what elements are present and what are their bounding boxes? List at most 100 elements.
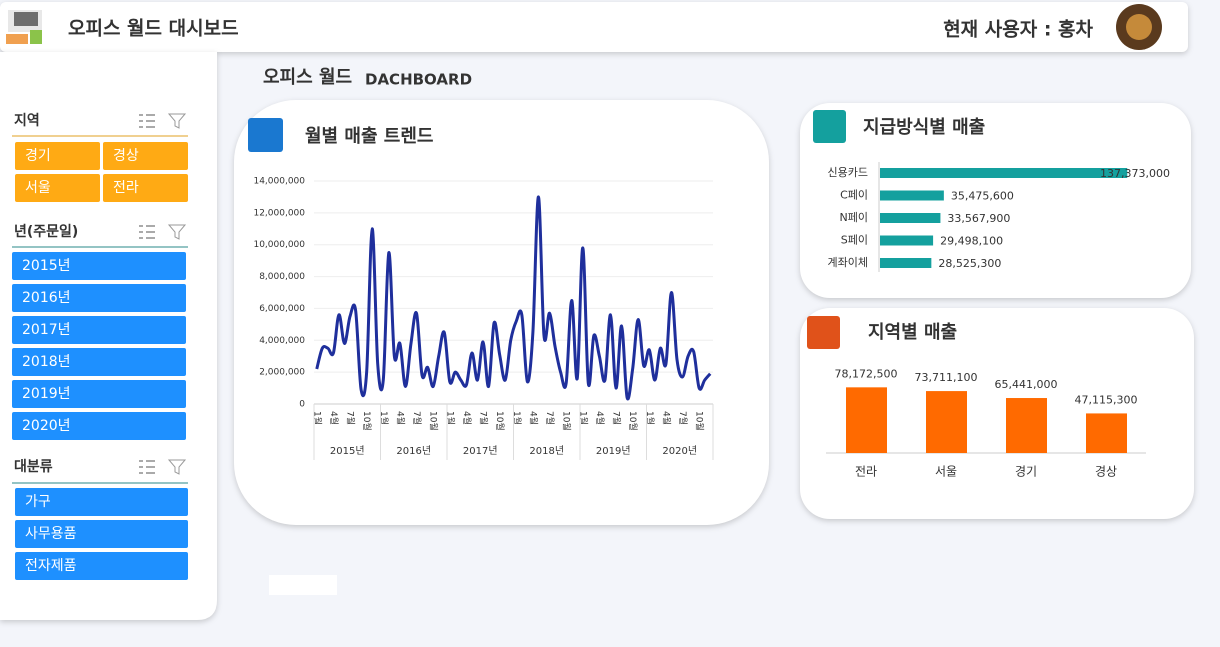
x-group-label: 2020년 [662, 445, 697, 457]
header-bar [0, 2, 1188, 52]
y-tick-label: S페이 [841, 234, 868, 247]
bar [880, 235, 934, 246]
header-title: 오피스 월드 대시보드 [68, 18, 239, 40]
x-tick-label: 4월 [461, 411, 473, 425]
slicer-item[interactable]: 2018년 [22, 354, 71, 370]
chart-title: 지역별 매출 [868, 322, 957, 343]
slicer-button[interactable] [103, 174, 188, 202]
y-tick-label: 0 [299, 400, 305, 410]
data-label: 137,373,000 [1100, 167, 1170, 180]
y-tick-label: 12,000,000 [253, 208, 305, 218]
x-tick-label: 1월 [378, 411, 390, 425]
x-tick-label: 7월 [478, 411, 490, 425]
x-group-label: 2017년 [463, 445, 498, 457]
x-tick-label: 1월 [311, 411, 323, 425]
slicer-button[interactable] [12, 380, 186, 408]
x-tick-label: 1월 [644, 411, 656, 425]
y-tick-label: N페이 [840, 211, 868, 224]
x-group-label: 2015년 [330, 445, 365, 457]
bar [1006, 398, 1047, 453]
bar [926, 391, 967, 453]
x-tick-label: 10월 [627, 411, 639, 431]
slicer-button[interactable] [15, 488, 188, 516]
x-tick-label: 7월 [544, 411, 556, 425]
region-card [800, 308, 1194, 519]
data-label: 78,172,500 [835, 367, 898, 380]
bar [846, 387, 887, 453]
slicer-item[interactable]: 경기 [25, 148, 51, 164]
x-tick-label: 경상 [1095, 465, 1117, 479]
slicer-item[interactable]: 가구 [25, 494, 51, 510]
y-tick-label: 4,000,000 [259, 336, 305, 346]
slicer-title: 지역 [14, 112, 40, 129]
x-tick-label: 1월 [577, 411, 589, 425]
payment-icon [813, 110, 846, 143]
slicer-item[interactable]: 서울 [25, 180, 51, 196]
slicer-item[interactable]: 2020년 [22, 418, 71, 434]
slicer-item[interactable]: 사무용품 [25, 526, 77, 542]
slicer-item[interactable]: 2016년 [22, 290, 71, 306]
data-label: 28,525,300 [938, 257, 1001, 270]
data-label: 29,498,100 [940, 235, 1003, 248]
x-group-label: 2016년 [396, 445, 431, 457]
data-label: 35,475,600 [951, 190, 1014, 203]
slicer-button[interactable] [15, 520, 188, 548]
multi-select-icon[interactable] [139, 114, 155, 128]
slicer-button[interactable] [15, 552, 188, 580]
x-tick-label: 10월 [494, 411, 506, 431]
x-group-label: 2019년 [596, 445, 631, 457]
data-label: 47,115,300 [1075, 393, 1138, 406]
bar [880, 190, 944, 201]
slicer-item[interactable]: 전라 [113, 180, 139, 196]
payment-card [800, 103, 1191, 298]
data-label: 73,711,100 [915, 371, 978, 384]
slicer-button[interactable] [12, 316, 186, 344]
slicer-item[interactable]: 2017년 [22, 322, 71, 338]
page-subtitle: DACHBOARD [365, 71, 472, 89]
slicer-item[interactable]: 전자제품 [25, 558, 77, 574]
x-group-label: 2018년 [529, 445, 564, 457]
x-tick-label: 4월 [394, 411, 406, 425]
x-tick-label: 7월 [345, 411, 357, 425]
x-tick-label: 7월 [611, 411, 623, 425]
clear-filter-icon[interactable] [167, 224, 187, 240]
slicer-button[interactable] [12, 412, 186, 440]
slicer-item[interactable]: 경상 [113, 148, 139, 164]
multi-select-icon[interactable] [139, 225, 155, 239]
multi-select-icon[interactable] [139, 460, 155, 474]
data-label: 65,441,000 [995, 378, 1058, 391]
slicer-button[interactable] [103, 142, 188, 170]
slicer-button[interactable] [12, 252, 186, 280]
y-tick-label: 2,000,000 [259, 368, 305, 378]
trend-card [234, 100, 769, 525]
bar [880, 258, 932, 268]
slicer-button[interactable] [12, 284, 186, 312]
bar [880, 168, 1128, 178]
bar [1086, 413, 1127, 453]
x-tick-label: 4월 [594, 411, 606, 425]
x-tick-label: 경기 [1015, 465, 1037, 479]
x-tick-label: 1월 [511, 411, 523, 425]
slicer-button[interactable] [15, 174, 100, 202]
current-user: 현재 사용자 : 홍차 [943, 18, 1093, 41]
slicer-button[interactable] [15, 142, 100, 170]
clear-filter-icon[interactable] [167, 113, 187, 129]
x-tick-label: 4월 [527, 411, 539, 425]
x-tick-label: 7월 [677, 411, 689, 425]
bar [880, 213, 941, 223]
logo-icon [6, 10, 42, 44]
slicer-button[interactable] [12, 348, 186, 376]
trend-icon [248, 118, 283, 152]
y-tick-label: 8,000,000 [259, 272, 305, 282]
chart-title: 월별 매출 트렌드 [305, 126, 433, 147]
x-tick-label: 4월 [328, 411, 340, 425]
y-tick-label: 계좌이체 [828, 256, 868, 269]
x-tick-label: 4월 [660, 411, 672, 425]
slicer-item[interactable]: 2015년 [22, 258, 71, 274]
clear-filter-icon[interactable] [167, 459, 187, 475]
x-tick-label: 전라 [855, 465, 877, 479]
y-tick-label: 14,000,000 [253, 177, 305, 187]
y-tick-label: 신용카드 [828, 166, 868, 179]
x-tick-label: 10월 [561, 411, 573, 431]
slicer-item[interactable]: 2019년 [22, 386, 71, 402]
